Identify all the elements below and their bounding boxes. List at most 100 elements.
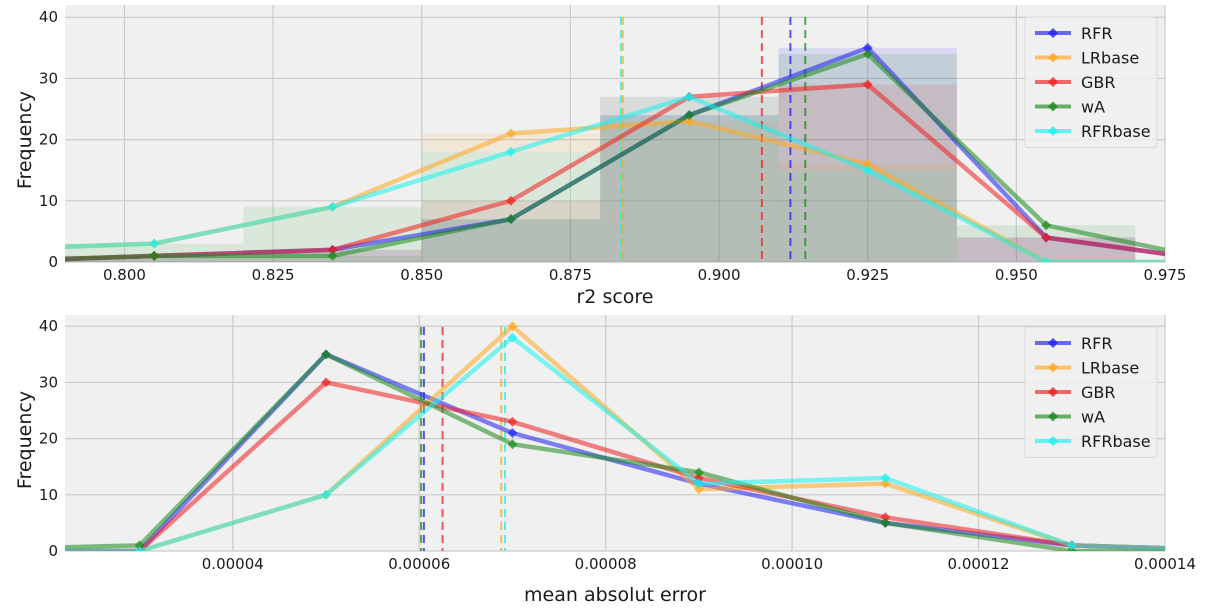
x-tick-label: 0.850 <box>400 266 443 284</box>
series-line-rfrbase <box>65 94 1165 262</box>
legend-label: wA <box>1081 98 1105 117</box>
mae-panel: 0.00004 0.00006 0.00008 0.00010 0.00012 0.000… <box>14 315 1196 606</box>
data-point-rfrbase <box>505 146 516 157</box>
y-tick-label: 40 <box>39 8 58 26</box>
x-tick-label: 0.800 <box>103 266 146 284</box>
data-point-rfrbase <box>880 472 891 483</box>
x-tick-label: 0.00012 <box>948 555 1010 573</box>
y-tick-label: 20 <box>39 131 58 149</box>
data-point-gbr <box>1041 232 1052 243</box>
x-tick-label: 0.900 <box>698 266 741 284</box>
series-lines <box>65 42 1165 262</box>
legend-label: LRbase <box>1081 359 1139 378</box>
x-tick-label: 0.825 <box>252 266 295 284</box>
data-point-wa <box>321 349 332 360</box>
data-point-wa <box>505 214 516 225</box>
legend-swatch-marker <box>1048 101 1058 112</box>
data-point-wa <box>684 110 695 121</box>
legend-swatch-marker <box>1048 77 1058 87</box>
histogram-bar-rfr <box>600 115 779 262</box>
y-tick-label: 10 <box>39 486 58 504</box>
legend: RFR LRbase GBR wA RFRbase <box>1024 16 1158 148</box>
data-point-wa <box>134 540 145 551</box>
data-point-wa <box>880 517 891 528</box>
y-axis-label: Frequency <box>14 91 36 189</box>
data-point-gbr <box>327 244 338 255</box>
histogram-bar-rfrbase <box>778 170 957 262</box>
data-point-wa <box>507 439 518 450</box>
tick-labels: 0.800 0.825 0.850 0.875 0.900 0.925 0.950 0.975… <box>39 8 1187 284</box>
legend-swatch-marker <box>1048 387 1058 397</box>
y-tick-label: 30 <box>39 373 58 391</box>
data-point-rfrbase <box>1041 257 1052 262</box>
data-point-rfrbase <box>327 201 338 212</box>
data-point-rfrbase <box>149 238 160 249</box>
x-axis-label: r2 score <box>577 286 654 308</box>
tick-labels: 0.00004 0.00006 0.00008 0.00010 0.00012 0.000… <box>39 317 1196 573</box>
data-point-lrbase <box>862 159 873 170</box>
plot-area-background <box>65 5 1165 262</box>
histogram-bar-wa <box>421 219 601 262</box>
data-point-wa <box>693 467 704 478</box>
data-point-gbr <box>880 512 891 523</box>
legend-swatch-marker <box>1048 28 1058 38</box>
data-point-rfr <box>507 428 518 438</box>
histogram-bar-rfrbase <box>421 151 601 262</box>
legend-swatch-marker <box>1048 436 1058 446</box>
data-point-gbr <box>862 79 873 90</box>
histogram-bar-rfr <box>421 219 601 262</box>
legend-label: LRbase <box>1081 49 1139 68</box>
y-tick-label: 30 <box>39 69 58 87</box>
data-point-lrbase <box>507 321 518 332</box>
plot-area-background <box>65 315 1165 551</box>
data-point-wa <box>1041 220 1052 231</box>
x-tick-label: 0.950 <box>995 266 1038 284</box>
data-point-rfrbase <box>507 332 518 343</box>
histogram-bar-lrbase <box>600 121 779 262</box>
data-point-wa <box>327 250 338 261</box>
data-point-rfrbase <box>684 91 695 102</box>
data-point-lrbase <box>693 484 704 495</box>
legend-label: GBR <box>1081 73 1116 92</box>
legend-label: GBR <box>1081 383 1116 402</box>
series-line-gbr <box>65 380 1165 551</box>
data-point-rfrbase <box>1066 540 1077 551</box>
legend-swatch-marker <box>1048 411 1058 422</box>
legend-label: RFRbase <box>1081 432 1151 451</box>
legend-label: RFR <box>1081 334 1112 353</box>
legend-box <box>1024 326 1158 458</box>
series-line-wa <box>65 51 1165 262</box>
x-tick-label: 0.00014 <box>1134 555 1196 573</box>
data-point-rfrbase <box>862 165 873 176</box>
legend-swatch-marker <box>1048 338 1058 348</box>
x-tick-label: 0.00004 <box>202 555 264 573</box>
data-point-rfr <box>862 42 873 53</box>
x-tick-label: 0.00008 <box>575 555 637 573</box>
y-tick-label: 0 <box>48 542 58 560</box>
legend: RFR LRbase GBR wA RFRbase <box>1024 326 1158 458</box>
legend-swatch-marker <box>1048 362 1058 373</box>
histogram-bar-wa <box>600 115 779 262</box>
legend-swatch-marker <box>1048 52 1058 63</box>
x-tick-label: 0.00010 <box>761 555 823 573</box>
legend-label: RFRbase <box>1081 122 1151 141</box>
series-line-rfrbase <box>65 335 1165 551</box>
y-tick-label: 20 <box>39 430 58 448</box>
data-point-gbr <box>507 416 518 427</box>
data-point-lrbase <box>505 128 516 139</box>
y-tick-label: 0 <box>48 253 58 271</box>
legend-label: wA <box>1081 408 1105 427</box>
legend-label: RFR <box>1081 24 1112 43</box>
legend-box <box>1024 16 1158 148</box>
y-tick-label: 10 <box>39 192 58 210</box>
data-point-gbr <box>321 377 332 388</box>
legend-swatch-marker <box>1048 126 1058 136</box>
x-axis-label: mean absolut error <box>524 584 706 606</box>
series-line-wa <box>65 352 1165 551</box>
r2-score-panel: 0.800 0.825 0.850 0.875 0.900 0.925 0.950 0.975… <box>14 5 1187 308</box>
x-tick-label: 0.00006 <box>388 555 450 573</box>
data-point-rfrbase <box>693 478 704 489</box>
histogram-bar-lrbase <box>778 164 957 262</box>
x-tick-label: 0.925 <box>846 266 889 284</box>
data-point-rfrbase <box>321 489 332 500</box>
